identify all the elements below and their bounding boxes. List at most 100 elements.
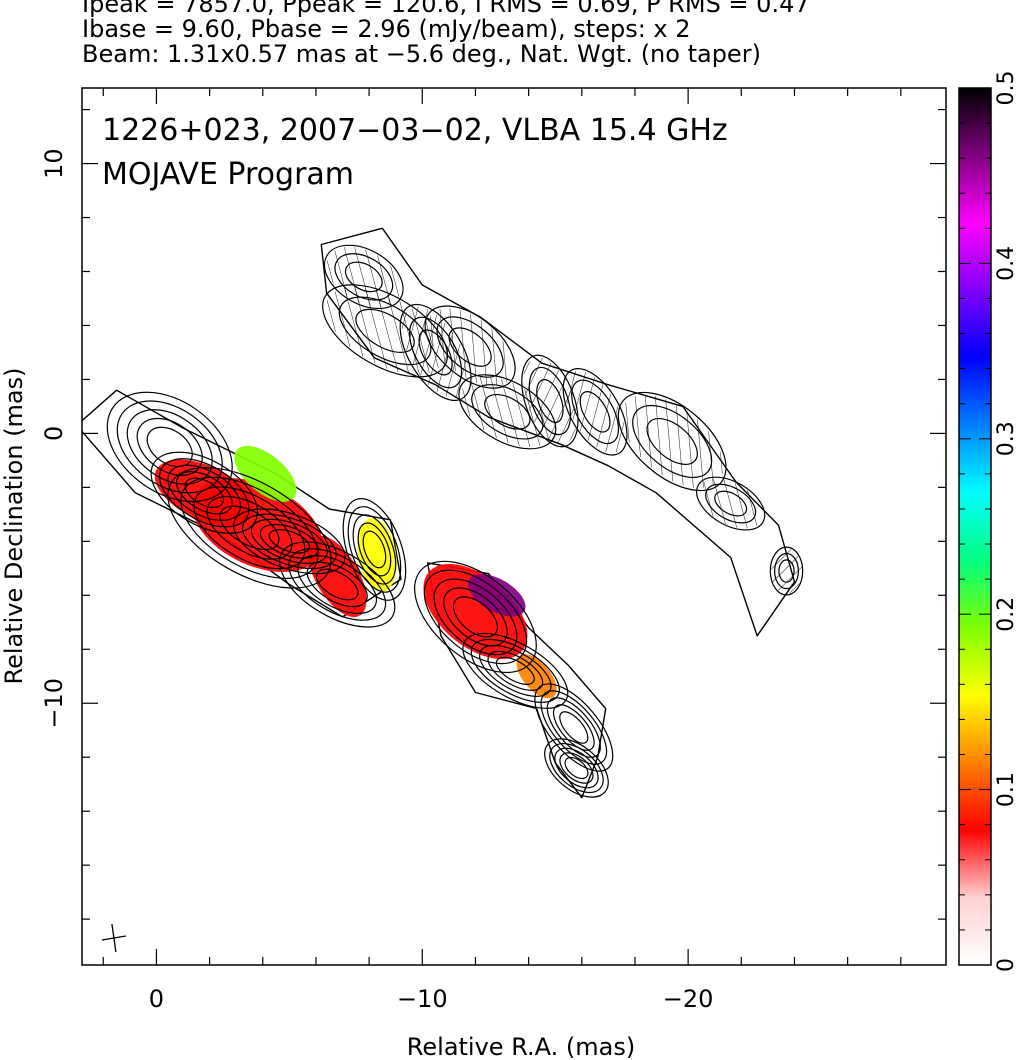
contour-9-0 [544, 738, 609, 798]
contour-8-2 [546, 697, 601, 758]
halo-contour-3-1 [436, 316, 504, 378]
contour-9-4 [564, 756, 589, 780]
contour-3-2 [250, 518, 328, 564]
hatch-patch-6 [564, 370, 626, 453]
hatch-patch-3 [427, 308, 513, 387]
plot-frame [81, 87, 947, 966]
y-axis-label: Relative Declination (mas) [0, 367, 28, 684]
halo-contour-1-0 [322, 284, 449, 378]
contour-1-3 [176, 471, 233, 515]
halo-contour-4-1 [471, 384, 544, 440]
header-line-beam: Beam: 1.31x0.57 mas at −5.6 deg., Nat. W… [82, 40, 761, 68]
halo-contour-2-1 [409, 316, 463, 389]
halo-contour-2-2 [418, 329, 453, 376]
halo-contour-7-0 [617, 391, 727, 492]
halo-contour-8-2 [714, 490, 748, 517]
polarization-patch-2 [234, 445, 297, 502]
header-line-base-levels: Ibase = 9.60, Pbase = 2.96 (mJy/beam), s… [82, 15, 691, 43]
contour-5-4 [362, 530, 387, 569]
hatch-patch-5 [523, 357, 577, 445]
halo-contour-0-0 [323, 244, 404, 310]
colorbar-ticks: 0 0.1 0.2 0.3 0.4 0.5 [959, 71, 1019, 972]
contour-1-1 [159, 458, 250, 528]
halo-contour-1-1 [338, 296, 432, 366]
contour-6-1 [423, 569, 528, 665]
contour-1-2 [167, 464, 242, 521]
contour-1-0 [150, 451, 259, 534]
contour-4-2 [297, 555, 377, 614]
contour-6-2 [433, 578, 518, 656]
contour-2-1 [180, 476, 319, 579]
axis-ticks: 0 −10 −20 10 0 −10 [40, 88, 946, 1013]
halo-contour-3-0 [424, 305, 516, 389]
y-tick-label-1: 0 [40, 426, 68, 441]
contour-5-3 [357, 522, 392, 577]
halo-contour-5-1 [528, 366, 572, 436]
halo-contour-6-0 [562, 368, 628, 456]
map-title: 1226+023, 2007−03−02, VLBA 15.4 GHz [102, 113, 728, 148]
colorbar [958, 87, 992, 966]
halo-contour-5-2 [536, 379, 564, 423]
hatch-patch-9 [771, 548, 802, 594]
contour-4-3 [306, 561, 368, 608]
contour-0-4 [146, 426, 193, 468]
image-layer [82, 227, 804, 953]
halo-contour-4-2 [484, 393, 531, 430]
contour-0-1 [116, 400, 223, 494]
contour-5-1 [347, 506, 402, 593]
contour-5-2 [352, 514, 397, 585]
halo-contour-0-2 [344, 261, 383, 293]
halo-contour-8-0 [696, 476, 766, 531]
colorbar-label-3: 0.3 [994, 421, 1019, 456]
contour-6-3 [443, 587, 508, 647]
halo-contour-9-0 [769, 546, 804, 596]
halo-contour-0-1 [334, 253, 394, 301]
x-tick-label-2: −20 [663, 985, 714, 1013]
halo-contour-6-2 [579, 391, 611, 433]
colorbar-label-2: 0.2 [994, 597, 1019, 632]
x-tick-label-0: 0 [149, 985, 164, 1013]
halo-contour-2-0 [399, 303, 472, 402]
colorbar-label-5: 0.5 [994, 71, 1019, 106]
contour-8-3 [552, 704, 595, 751]
polarization-patch-6 [467, 574, 526, 617]
halo-contour-1-2 [355, 308, 415, 353]
contour-0-0 [106, 391, 233, 503]
halo-contour-9-1 [774, 552, 799, 590]
contour-3-1 [241, 513, 337, 570]
halo-contour-6-1 [571, 379, 620, 445]
halo-contour-8-1 [705, 483, 757, 524]
contour-9-3 [559, 752, 594, 784]
x-axis-label: Relative R.A. (mas) [407, 1033, 635, 1060]
contour-4-1 [288, 548, 387, 621]
halo-contour-3-2 [448, 327, 492, 367]
map-subtitle: MOJAVE Program [102, 157, 354, 192]
colorbar-label-4: 0.4 [994, 246, 1019, 281]
colorbar-label-1: 0.1 [994, 772, 1019, 807]
y-tick-label-2: −10 [40, 678, 68, 729]
colorbar-label-0: 0 [994, 958, 1019, 972]
contour-4-4 [315, 568, 359, 601]
contour-8-4 [559, 711, 589, 744]
halo-contour-7-1 [632, 404, 713, 479]
beam-minor-axis [111, 923, 117, 953]
hatch-patch-7 [621, 394, 724, 489]
contour-1-4 [184, 477, 225, 508]
hatch-patch-8 [698, 478, 763, 529]
halo-contour-7-2 [646, 418, 698, 465]
contour-0-2 [126, 409, 213, 485]
contour-7-1 [470, 638, 560, 703]
polarization-patch-7 [516, 654, 557, 699]
header-line-peaks: Ipeak = 7857.0, Ppeak = 120.6, I RMS = 0… [82, 0, 810, 18]
contour-3-3 [259, 523, 319, 559]
map-header: Ipeak = 7857.0, Ppeak = 120.6, I RMS = 0… [82, 0, 1012, 67]
contour-8-0 [534, 683, 614, 772]
stokes-i-contours [106, 244, 804, 798]
contour-5-0 [342, 498, 407, 601]
contour-6-4 [452, 596, 498, 638]
contour-6-0 [414, 560, 537, 674]
contour-8-1 [540, 690, 608, 765]
contour-7-4 [495, 656, 535, 685]
halo-contour-5-0 [521, 354, 579, 448]
